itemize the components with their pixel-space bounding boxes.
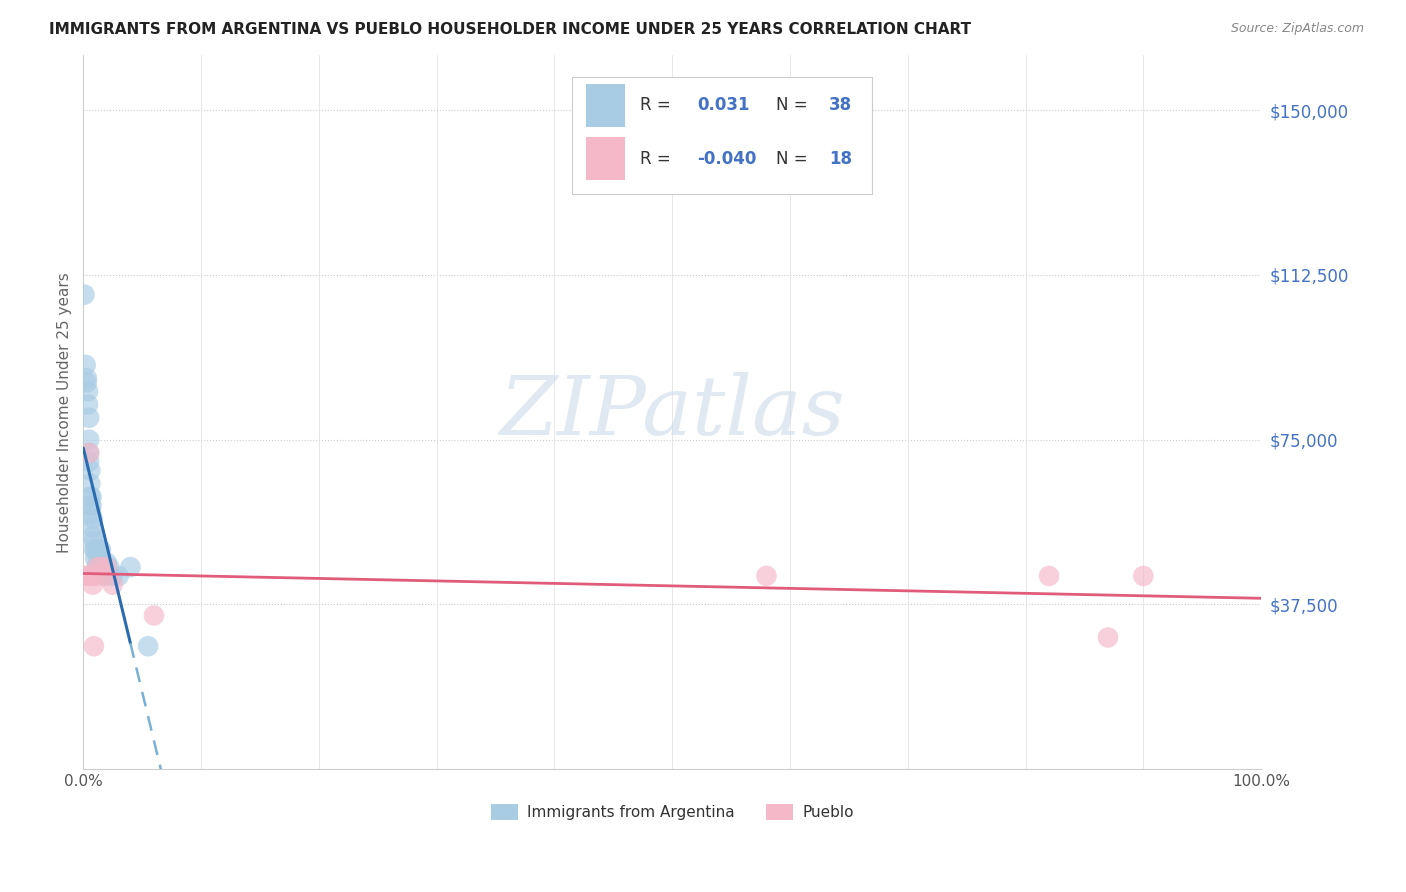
Point xyxy=(84,569,107,583)
Point xyxy=(80,508,103,522)
Point xyxy=(79,490,101,504)
Point xyxy=(79,463,101,477)
Point xyxy=(93,569,115,583)
Point xyxy=(75,569,97,583)
Point xyxy=(755,569,778,583)
Point xyxy=(75,358,97,372)
Point xyxy=(82,512,104,526)
Point xyxy=(98,560,121,574)
Point xyxy=(1132,569,1154,583)
Point xyxy=(101,578,124,592)
Point xyxy=(96,560,118,574)
Text: IMMIGRANTS FROM ARGENTINA VS PUEBLO HOUSEHOLDER INCOME UNDER 25 YEARS CORRELATIO: IMMIGRANTS FROM ARGENTINA VS PUEBLO HOUS… xyxy=(49,22,972,37)
Legend: Immigrants from Argentina, Pueblo: Immigrants from Argentina, Pueblo xyxy=(485,797,860,826)
Point xyxy=(76,371,98,385)
Point xyxy=(120,560,142,574)
Point xyxy=(91,556,114,570)
Point xyxy=(89,556,111,570)
Point xyxy=(77,410,100,425)
Point xyxy=(79,476,101,491)
Point xyxy=(73,287,96,301)
Point xyxy=(79,569,101,583)
Point xyxy=(1038,569,1060,583)
Point xyxy=(77,455,100,469)
Point xyxy=(90,560,112,574)
Text: R =: R = xyxy=(640,150,676,168)
FancyBboxPatch shape xyxy=(586,137,626,180)
Text: 18: 18 xyxy=(830,150,852,168)
Point xyxy=(86,542,108,557)
Point xyxy=(82,520,104,534)
Text: ZIPatlas: ZIPatlas xyxy=(499,372,845,452)
Point xyxy=(101,569,124,583)
Point xyxy=(84,560,107,574)
Point xyxy=(80,490,103,504)
Point xyxy=(79,499,101,513)
Y-axis label: Householder Income Under 25 years: Householder Income Under 25 years xyxy=(58,272,72,553)
Text: R =: R = xyxy=(640,96,676,114)
Point xyxy=(82,578,104,592)
Point xyxy=(77,433,100,447)
Point xyxy=(143,608,166,623)
Point xyxy=(77,446,100,460)
Text: Source: ZipAtlas.com: Source: ZipAtlas.com xyxy=(1230,22,1364,36)
FancyBboxPatch shape xyxy=(572,77,873,194)
Point xyxy=(80,499,103,513)
Point xyxy=(77,569,100,583)
Point xyxy=(83,533,105,548)
Point xyxy=(90,542,112,557)
Point xyxy=(83,542,105,557)
Point xyxy=(77,446,100,460)
Point xyxy=(84,542,107,557)
Point xyxy=(96,556,118,570)
Point xyxy=(82,529,104,543)
Point xyxy=(77,398,100,412)
Text: 38: 38 xyxy=(830,96,852,114)
Point xyxy=(91,560,114,574)
Text: 0.031: 0.031 xyxy=(697,96,749,114)
Point xyxy=(93,569,115,583)
Text: -0.040: -0.040 xyxy=(697,150,756,168)
Point xyxy=(77,384,100,399)
Point xyxy=(86,560,108,574)
Point xyxy=(1097,631,1119,645)
Point xyxy=(87,551,110,566)
Text: N =: N = xyxy=(776,96,813,114)
Point xyxy=(84,551,107,566)
Point xyxy=(136,639,159,653)
Point xyxy=(80,569,103,583)
Point xyxy=(83,639,105,653)
Point xyxy=(76,376,98,390)
Text: N =: N = xyxy=(776,150,813,168)
FancyBboxPatch shape xyxy=(586,84,626,127)
Point xyxy=(107,569,129,583)
